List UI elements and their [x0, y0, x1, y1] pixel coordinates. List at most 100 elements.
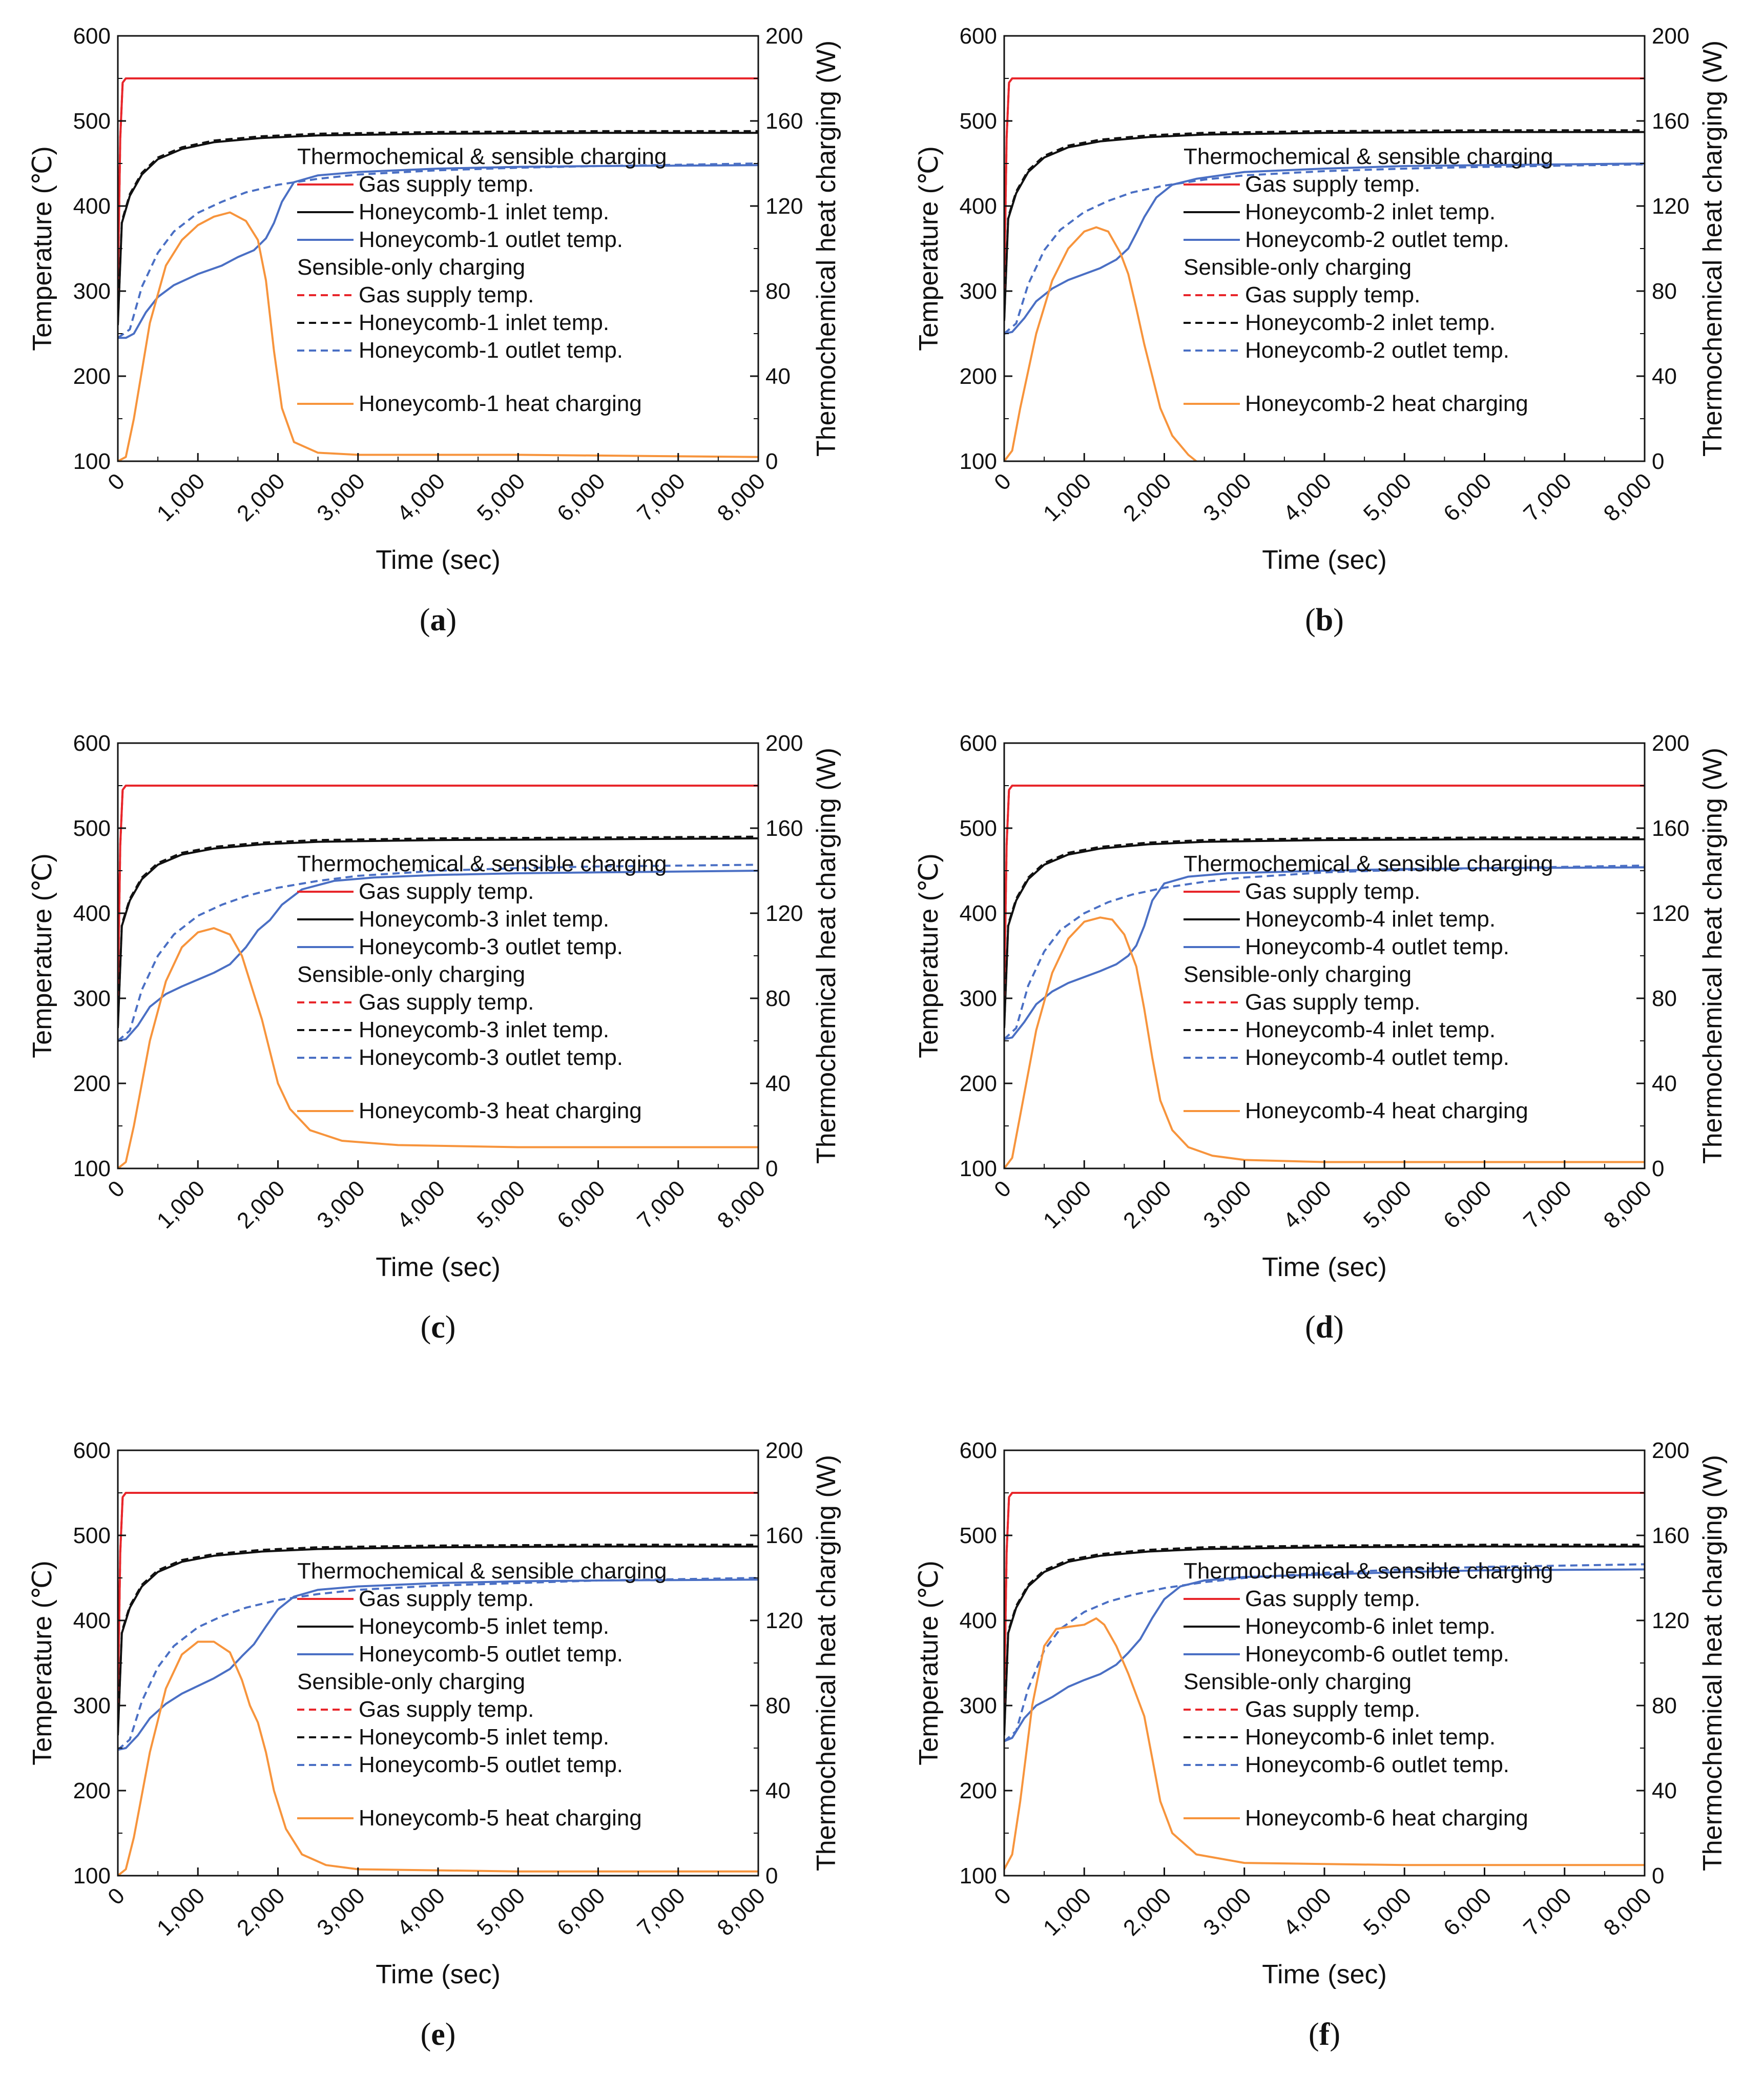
- series-line-2: [118, 1578, 758, 1751]
- y2-tick-label: 120: [1652, 194, 1689, 219]
- y-tick-label: 600: [960, 1438, 997, 1463]
- legend-item: Honeycomb-5 inlet temp.: [359, 1614, 609, 1639]
- x-tick-label: 5,000: [472, 468, 530, 526]
- panel-label: (f): [1309, 2017, 1340, 2052]
- legend-item: Honeycomb-4 outlet temp.: [1245, 934, 1509, 959]
- y2-tick-label: 80: [1652, 279, 1677, 304]
- legend-item: Honeycomb-6 outlet temp.: [1245, 1752, 1509, 1777]
- y-tick-label: 400: [960, 901, 997, 926]
- panel-d: 0 1,000 2,000 3,000 4,000 5,000 6,000 7,000 8,00…: [914, 731, 1728, 1345]
- x-tick-label: 1,000: [152, 468, 210, 526]
- legend-item: Honeycomb-2 outlet temp.: [1245, 227, 1509, 252]
- legend-item: Gas supply temp.: [359, 1586, 534, 1611]
- x-tick-label: 8,000: [713, 1176, 771, 1234]
- y2-tick-label: 0: [1652, 1863, 1664, 1888]
- x-tick-label: 2,000: [232, 1883, 290, 1941]
- legend-item: Honeycomb-6 inlet temp.: [1245, 1724, 1496, 1750]
- panel-c: 0 1,000 2,000 3,000 4,000 5,000 6,000 7,000 8,00…: [28, 731, 841, 1345]
- y2-tick-label: 80: [765, 1693, 791, 1718]
- y-axis-title: Temperature (℃): [914, 1560, 944, 1765]
- x-axis-title: Time (sec): [1262, 545, 1387, 575]
- legend-item: Honeycomb-4 inlet temp.: [1245, 907, 1496, 932]
- panel-label: (b): [1305, 603, 1344, 638]
- panel-label-letter: b: [1316, 603, 1333, 638]
- y2-tick-label: 40: [765, 364, 791, 389]
- y-tick-label: 400: [73, 1608, 111, 1633]
- y-tick-label: 300: [73, 986, 111, 1011]
- series-group: [118, 785, 758, 1168]
- legend-item: Gas supply temp.: [359, 1697, 534, 1722]
- legend-group-title: Thermochemical & sensible charging: [1184, 851, 1553, 876]
- legend-item: Honeycomb-5 outlet temp.: [359, 1752, 623, 1777]
- legend-item: Honeycomb-5 inlet temp.: [359, 1724, 609, 1750]
- legend-item: Honeycomb-2 heat charging: [1245, 391, 1528, 416]
- x-tick-label: 3,000: [312, 1883, 370, 1941]
- y-tick-label: 300: [960, 986, 997, 1011]
- legend-item: Gas supply temp.: [1245, 1586, 1420, 1611]
- series-line-2: [118, 870, 758, 1042]
- legend-item: Honeycomb-3 inlet temp.: [359, 1017, 609, 1042]
- x-axis-title: Time (sec): [376, 1960, 501, 1989]
- y2-tick-label: 200: [765, 731, 803, 756]
- y-tick-label: 100: [960, 1156, 997, 1181]
- legend-item: Gas supply temp.: [1245, 990, 1420, 1015]
- y-tick-label: 200: [73, 1071, 111, 1096]
- legend-group-title: Thermochemical & sensible charging: [297, 144, 667, 169]
- y2-tick-label: 160: [765, 816, 803, 841]
- y-tick-label: 100: [73, 1156, 111, 1181]
- series-line-3: [1004, 785, 1645, 999]
- legend-group-title: Thermochemical & sensible charging: [1184, 144, 1553, 169]
- x-tick-label: 1,000: [1039, 1883, 1096, 1941]
- series-line-3: [1004, 77, 1645, 292]
- y2-tick-label: 160: [1652, 1523, 1689, 1548]
- y2-tick-label: 80: [1652, 1693, 1677, 1718]
- legend-item: Honeycomb-1 inlet temp.: [359, 199, 609, 224]
- panel-label-letter: c: [431, 1310, 445, 1345]
- panel-b: 0 1,000 2,000 3,000 4,000 5,000 6,000 7,000 8,00…: [914, 24, 1728, 638]
- legend-item: Honeycomb-1 outlet temp.: [359, 338, 623, 363]
- y-tick-label: 600: [73, 1438, 111, 1463]
- y-axis-title: Temperature (℃): [28, 146, 57, 351]
- series-line-4: [1004, 1544, 1645, 1734]
- y2-tick-label: 40: [765, 1778, 791, 1803]
- legend-item: Honeycomb-2 inlet temp.: [1245, 199, 1496, 224]
- x-tick-label: 5,000: [472, 1883, 530, 1941]
- panel-label: (d): [1305, 1310, 1344, 1345]
- x-tick-label: 6,000: [1439, 1883, 1497, 1941]
- series-line-2: [1004, 162, 1645, 335]
- x-tick-label: 7,000: [1519, 468, 1576, 526]
- x-tick-label: 2,000: [1118, 1176, 1176, 1234]
- y-tick-label: 200: [960, 364, 997, 389]
- legend-item: Gas supply temp.: [1245, 172, 1420, 197]
- series-line-3: [118, 785, 758, 999]
- x-tick-label: 1,000: [152, 1883, 210, 1941]
- y2-tick-label: 40: [1652, 1778, 1677, 1803]
- x-tick-label: 7,000: [1519, 1883, 1576, 1941]
- x-tick-label: 4,000: [1279, 1883, 1337, 1941]
- series-line-4: [1004, 836, 1645, 1026]
- y-tick-label: 100: [73, 449, 111, 474]
- y-tick-label: 600: [960, 731, 997, 756]
- y2-tick-label: 200: [765, 24, 803, 49]
- series-line-4: [118, 1544, 758, 1734]
- series-line-3: [118, 1492, 758, 1706]
- legend-item: Gas supply temp.: [359, 879, 534, 904]
- y-tick-label: 200: [960, 1778, 997, 1803]
- y2-axis-title: Thermochemical heat charging (W): [812, 748, 841, 1164]
- y2-tick-label: 160: [765, 1523, 803, 1548]
- legend-item: Honeycomb-1 inlet temp.: [359, 310, 609, 335]
- x-tick-label: 3,000: [312, 1176, 370, 1234]
- x-tick-label: 2,000: [232, 468, 290, 526]
- legend-item: Honeycomb-4 outlet temp.: [1245, 1045, 1509, 1070]
- series-line-5: [1004, 1563, 1645, 1742]
- x-tick-label: 6,000: [1439, 468, 1497, 526]
- legend-group-title: Thermochemical & sensible charging: [297, 1558, 667, 1584]
- legend-group-title: Thermochemical & sensible charging: [1184, 1558, 1553, 1584]
- x-tick-label: 5,000: [1359, 468, 1417, 526]
- y2-tick-label: 160: [1652, 816, 1689, 841]
- series-line-5: [118, 1577, 758, 1751]
